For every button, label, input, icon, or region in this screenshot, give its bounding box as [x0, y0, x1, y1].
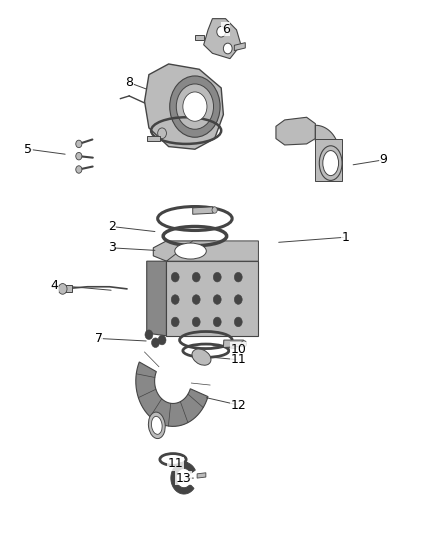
- Circle shape: [171, 317, 179, 327]
- Circle shape: [76, 140, 82, 148]
- Circle shape: [213, 272, 221, 282]
- Circle shape: [212, 207, 217, 213]
- Polygon shape: [166, 261, 258, 336]
- Text: 10: 10: [231, 343, 247, 356]
- Ellipse shape: [192, 349, 211, 365]
- Circle shape: [192, 295, 200, 304]
- Polygon shape: [315, 125, 339, 155]
- Circle shape: [76, 152, 82, 160]
- Circle shape: [145, 330, 153, 340]
- Polygon shape: [195, 35, 204, 40]
- Polygon shape: [234, 43, 245, 51]
- Text: 7: 7: [95, 332, 102, 345]
- Text: 11: 11: [167, 457, 183, 470]
- Polygon shape: [147, 261, 166, 336]
- Ellipse shape: [152, 416, 162, 434]
- Circle shape: [158, 335, 166, 345]
- Ellipse shape: [323, 150, 339, 176]
- Polygon shape: [166, 241, 258, 261]
- Ellipse shape: [176, 84, 214, 130]
- Text: 1: 1: [342, 231, 350, 244]
- Circle shape: [192, 272, 200, 282]
- Circle shape: [213, 295, 221, 304]
- Ellipse shape: [175, 243, 206, 259]
- Polygon shape: [223, 340, 244, 348]
- Text: 13: 13: [176, 472, 192, 484]
- Ellipse shape: [170, 76, 220, 137]
- Text: 9: 9: [379, 154, 387, 166]
- Text: 11: 11: [231, 353, 247, 366]
- Circle shape: [152, 338, 159, 348]
- Text: 3: 3: [108, 241, 116, 254]
- Polygon shape: [147, 136, 160, 141]
- Polygon shape: [136, 362, 208, 426]
- Circle shape: [217, 27, 226, 37]
- Ellipse shape: [319, 146, 342, 180]
- Polygon shape: [171, 462, 195, 494]
- Polygon shape: [193, 207, 213, 214]
- Polygon shape: [145, 64, 223, 149]
- Text: 6: 6: [222, 23, 230, 36]
- Polygon shape: [276, 117, 315, 145]
- Text: 5: 5: [25, 143, 32, 156]
- Text: 12: 12: [231, 399, 247, 411]
- Text: 4: 4: [51, 279, 59, 292]
- Polygon shape: [315, 139, 342, 181]
- Circle shape: [192, 317, 200, 327]
- Circle shape: [171, 295, 179, 304]
- Ellipse shape: [183, 92, 207, 122]
- Circle shape: [241, 341, 247, 347]
- Circle shape: [213, 317, 221, 327]
- Circle shape: [234, 272, 242, 282]
- Circle shape: [234, 295, 242, 304]
- Polygon shape: [64, 285, 72, 292]
- Ellipse shape: [148, 412, 165, 439]
- Polygon shape: [153, 241, 232, 261]
- Circle shape: [223, 43, 232, 54]
- Polygon shape: [204, 19, 241, 59]
- Circle shape: [171, 272, 179, 282]
- Text: 8: 8: [125, 76, 133, 89]
- Circle shape: [234, 317, 242, 327]
- Circle shape: [76, 166, 82, 173]
- Text: 2: 2: [108, 220, 116, 233]
- Circle shape: [158, 128, 166, 139]
- Polygon shape: [197, 473, 206, 478]
- Circle shape: [58, 284, 67, 294]
